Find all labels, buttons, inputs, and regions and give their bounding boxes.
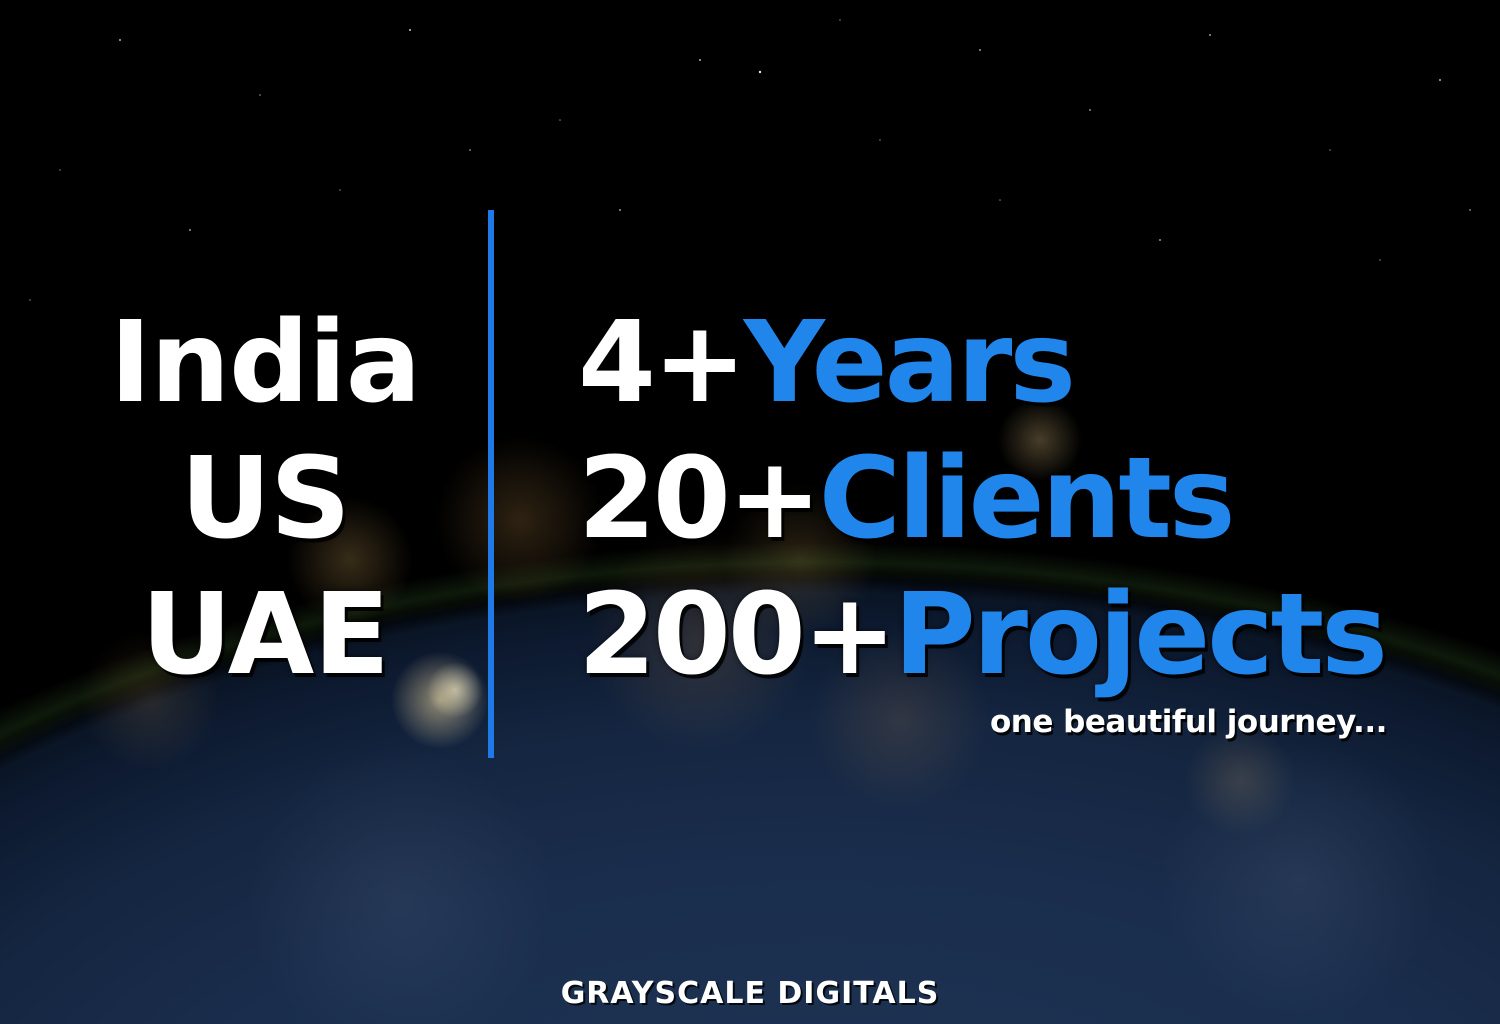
vertical-divider (488, 210, 494, 758)
stat-clients-word: Clients (818, 434, 1236, 564)
tagline: one beautiful journey... (990, 704, 1387, 740)
country-us: US (180, 434, 351, 564)
countries-list: India US UAE (60, 295, 470, 703)
stat-projects-word: Projects (893, 570, 1388, 700)
stats-list: 4+Years 20+Clients 200+Projects (578, 295, 1388, 703)
stat-clients-number: 20+ (578, 434, 822, 564)
stat-years: 4+Years (578, 295, 1385, 431)
brand-name: GRAYSCALE DIGITALS (560, 976, 940, 1011)
stat-projects-number: 200+ (578, 570, 897, 700)
stat-years-word: Years (743, 298, 1076, 428)
stat-clients: 20+Clients (578, 431, 1385, 567)
country-uae: UAE (141, 570, 390, 700)
stat-projects: 200+Projects (578, 567, 1388, 703)
country-india: India (109, 298, 422, 428)
stat-years-number: 4+ (578, 298, 747, 428)
